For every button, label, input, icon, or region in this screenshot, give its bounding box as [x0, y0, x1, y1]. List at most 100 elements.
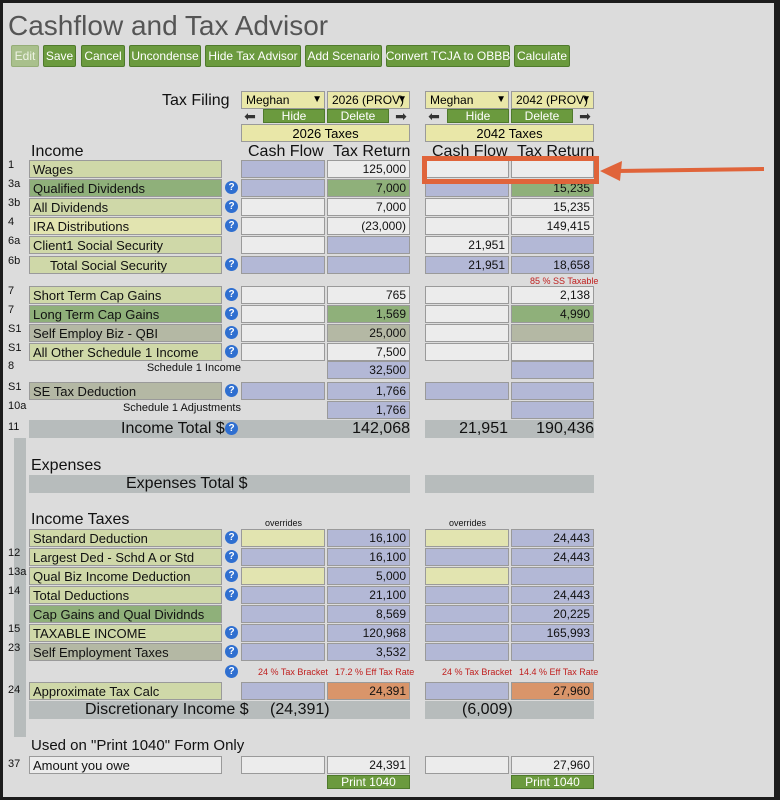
approx-tax-s1-tax-return[interactable]: 24,391 [327, 682, 410, 700]
approx-tax-s1-cash-flow[interactable] [241, 682, 325, 700]
convert-button[interactable]: Convert TCJA to OBBB [386, 45, 510, 67]
tax-s1cf-1[interactable] [241, 548, 325, 566]
tax-s2tr-4[interactable]: 20,225 [511, 605, 594, 623]
income-s1cf-6[interactable] [241, 286, 325, 304]
tax-s2tr-1[interactable]: 24,443 [511, 548, 594, 566]
income-s2cf-2[interactable] [425, 198, 509, 216]
income-s2cf-0[interactable] [425, 160, 509, 178]
tax-s1tr-1[interactable]: 16,100 [327, 548, 410, 566]
income-s2cf-9[interactable] [425, 343, 509, 361]
income-s2tr-5[interactable]: 18,658 [511, 256, 594, 274]
arrow-right-icon[interactable]: ➡ [579, 107, 591, 124]
tax-s2cf-5[interactable] [425, 624, 509, 642]
income-s2tr-6[interactable]: 2,138 [511, 286, 594, 304]
tax-s2cf-4[interactable] [425, 605, 509, 623]
delete-button-2[interactable]: Delete [511, 109, 573, 123]
income-s1tr-5[interactable] [327, 256, 410, 274]
tax-s1tr-5[interactable]: 120,968 [327, 624, 410, 642]
income-s1cf-9[interactable] [241, 343, 325, 361]
approx-tax-s2-tax-return[interactable]: 27,960 [511, 682, 594, 700]
hide-button-1[interactable]: Hide [263, 109, 325, 123]
help-icon[interactable]: ? [225, 588, 238, 601]
tax-s2tr-5[interactable]: 165,993 [511, 624, 594, 642]
uncondense-button[interactable]: Uncondense [129, 45, 201, 67]
help-icon[interactable]: ? [225, 307, 238, 320]
income-s1tr-4[interactable] [327, 236, 410, 254]
tax-s1cf-2[interactable] [241, 567, 325, 585]
income-s1tr-2[interactable]: 7,000 [327, 198, 410, 216]
income-s2tr-12[interactable] [511, 401, 594, 419]
income-s2tr-0[interactable] [511, 160, 594, 178]
tax-s2cf-0[interactable] [425, 529, 509, 547]
income-s2cf-6[interactable] [425, 286, 509, 304]
income-s1tr-10[interactable]: 32,500 [327, 361, 410, 379]
help-icon[interactable]: ? [225, 422, 238, 435]
tax-s2tr-3[interactable]: 24,443 [511, 586, 594, 604]
tax-s1cf-6[interactable] [241, 643, 325, 661]
tax-s1tr-4[interactable]: 8,569 [327, 605, 410, 623]
year-select-1[interactable]: 2026 (PROV) ▼ [327, 91, 410, 109]
help-icon[interactable]: ? [225, 181, 238, 194]
help-icon[interactable]: ? [225, 645, 238, 658]
edit-button[interactable]: Edit [11, 45, 39, 67]
income-s2tr-4[interactable] [511, 236, 594, 254]
income-s2cf-5[interactable]: 21,951 [425, 256, 509, 274]
tax-s1tr-6[interactable]: 3,532 [327, 643, 410, 661]
print-1040-button-1[interactable]: Print 1040 [327, 775, 410, 789]
help-icon[interactable]: ? [225, 531, 238, 544]
income-s2tr-1[interactable]: 15,235 [511, 179, 594, 197]
income-s2tr-3[interactable]: 149,415 [511, 217, 594, 235]
approx-tax-s2-cash-flow[interactable] [425, 682, 509, 700]
tax-s2cf-1[interactable] [425, 548, 509, 566]
print-1040-button-2[interactable]: Print 1040 [511, 775, 594, 789]
income-s2tr-10[interactable] [511, 361, 594, 379]
tax-s1tr-2[interactable]: 5,000 [327, 567, 410, 585]
income-s2cf-3[interactable] [425, 217, 509, 235]
help-icon[interactable]: ? [225, 258, 238, 271]
tax-s1cf-3[interactable] [241, 586, 325, 604]
tax-s1cf-0[interactable] [241, 529, 325, 547]
income-s1cf-7[interactable] [241, 305, 325, 323]
tax-s2cf-6[interactable] [425, 643, 509, 661]
year-select-2[interactable]: 2042 (PROV) ▼ [511, 91, 594, 109]
income-s1tr-7[interactable]: 1,569 [327, 305, 410, 323]
arrow-right-icon[interactable]: ➡ [395, 107, 407, 124]
tax-s1cf-4[interactable] [241, 605, 325, 623]
income-s1cf-0[interactable] [241, 160, 325, 178]
cancel-button[interactable]: Cancel [81, 45, 125, 67]
income-s1tr-12[interactable]: 1,766 [327, 401, 410, 419]
help-icon[interactable]: ? [225, 345, 238, 358]
help-icon[interactable]: ? [225, 288, 238, 301]
save-button[interactable]: Save [43, 45, 76, 67]
income-s1cf-11[interactable] [241, 382, 325, 400]
calculate-button[interactable]: Calculate [514, 45, 570, 67]
income-s1cf-5[interactable] [241, 256, 325, 274]
income-s2tr-2[interactable]: 15,235 [511, 198, 594, 216]
tax-s1tr-3[interactable]: 21,100 [327, 586, 410, 604]
delete-button-1[interactable]: Delete [327, 109, 389, 123]
hide-tax-advisor-button[interactable]: Hide Tax Advisor [205, 45, 301, 67]
tax-s1tr-0[interactable]: 16,100 [327, 529, 410, 547]
person-select-1[interactable]: Meghan ▼ [241, 91, 325, 109]
tax-s2tr-6[interactable] [511, 643, 594, 661]
income-s2cf-11[interactable] [425, 382, 509, 400]
help-icon[interactable]: ? [225, 200, 238, 213]
income-s1tr-9[interactable]: 7,500 [327, 343, 410, 361]
tax-s1cf-5[interactable] [241, 624, 325, 642]
income-s1cf-1[interactable] [241, 179, 325, 197]
tax-s2tr-2[interactable] [511, 567, 594, 585]
income-s1cf-2[interactable] [241, 198, 325, 216]
help-icon[interactable]: ? [225, 326, 238, 339]
income-s2tr-7[interactable]: 4,990 [511, 305, 594, 323]
help-icon[interactable]: ? [225, 569, 238, 582]
help-icon[interactable]: ? [225, 550, 238, 563]
tax-s2cf-2[interactable] [425, 567, 509, 585]
income-s2cf-1[interactable] [425, 179, 509, 197]
arrow-left-icon[interactable]: ⬅ [428, 107, 440, 124]
add-scenario-button[interactable]: Add Scenario [305, 45, 382, 67]
income-s2cf-8[interactable] [425, 324, 509, 342]
income-s1cf-3[interactable] [241, 217, 325, 235]
tax-s2cf-3[interactable] [425, 586, 509, 604]
income-s1tr-0[interactable]: 125,000 [327, 160, 410, 178]
tax-s2tr-0[interactable]: 24,443 [511, 529, 594, 547]
